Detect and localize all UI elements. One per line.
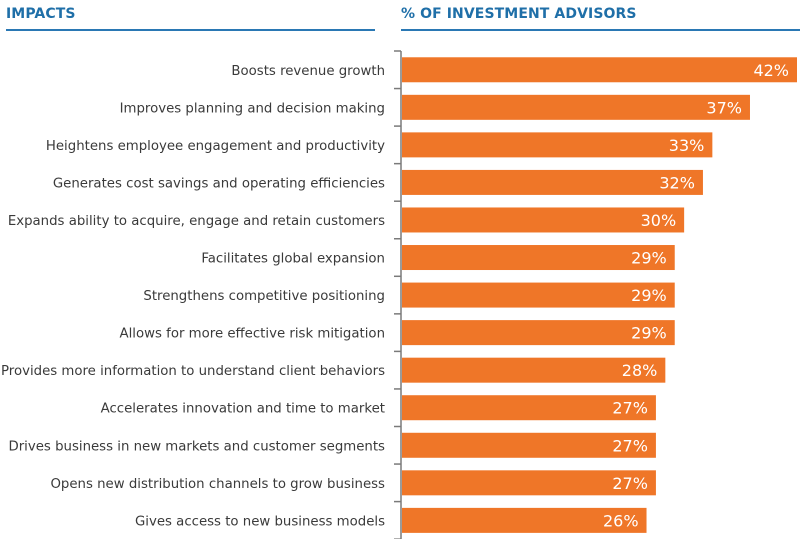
bar	[402, 320, 675, 346]
bar	[402, 395, 656, 421]
value-label: 32%	[659, 173, 695, 192]
category-label: Provides more information to understand …	[1, 364, 385, 379]
advisors-header-rule	[401, 29, 800, 31]
bar	[402, 169, 703, 195]
category-label: Generates cost savings and operating eff…	[53, 176, 385, 191]
category-label: Heightens employee engagement and produc…	[46, 139, 385, 154]
value-label: 28%	[622, 361, 658, 380]
value-label: 37%	[706, 98, 742, 117]
bar	[402, 57, 797, 83]
category-label: Improves planning and decision making	[120, 101, 385, 116]
bar	[402, 245, 675, 271]
category-label: Strengthens competitive positioning	[143, 289, 385, 304]
bar	[402, 207, 685, 233]
impacts-header-rule	[6, 29, 375, 31]
category-label: Drives business in new markets and custo…	[8, 439, 385, 454]
bar	[402, 470, 656, 496]
bar	[402, 432, 656, 458]
category-label: Opens new distribution channels to grow …	[50, 477, 385, 492]
advisors-header: % OF INVESTMENT ADVISORS	[401, 6, 637, 22]
bar	[402, 94, 750, 120]
value-label: 29%	[631, 324, 667, 343]
value-label: 27%	[612, 399, 648, 418]
value-label: 29%	[631, 249, 667, 268]
value-label: 30%	[641, 211, 677, 230]
category-label: Allows for more effective risk mitigatio…	[120, 327, 385, 342]
impacts-header: IMPACTS	[6, 6, 76, 22]
bar	[402, 132, 713, 158]
value-label: 33%	[669, 136, 705, 155]
value-label: 27%	[612, 474, 648, 493]
value-label: 29%	[631, 286, 667, 305]
category-label: Gives access to new business models	[135, 514, 385, 529]
value-label: 42%	[753, 61, 789, 80]
category-label: Boosts revenue growth	[231, 64, 385, 79]
value-label: 27%	[612, 436, 648, 455]
bar	[402, 507, 647, 533]
category-label: Accelerates innovation and time to marke…	[101, 402, 385, 417]
category-label: Expands ability to acquire, engage and r…	[8, 214, 385, 229]
category-label: Facilitates global expansion	[201, 252, 385, 267]
value-label: 26%	[603, 511, 639, 530]
bar	[402, 282, 675, 308]
bar	[402, 357, 666, 383]
